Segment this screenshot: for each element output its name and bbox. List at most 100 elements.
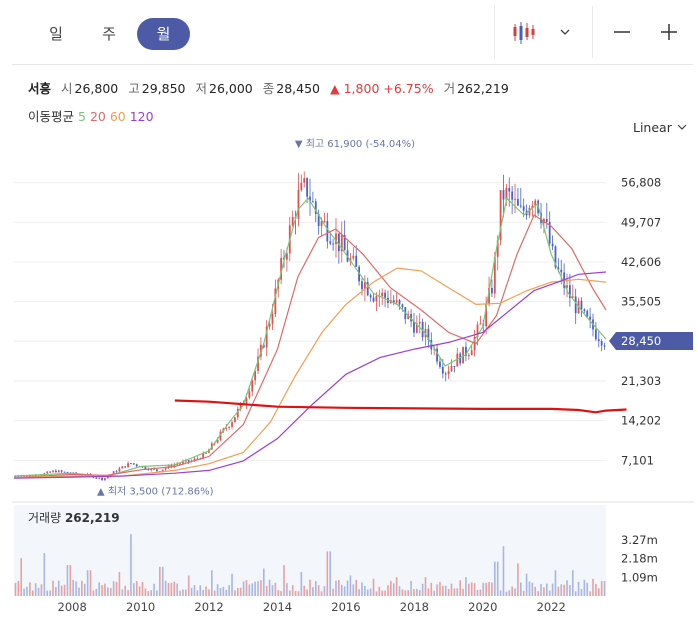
candle-body: [355, 255, 358, 267]
volume-bar: [413, 589, 415, 596]
plus-icon[interactable]: [659, 22, 679, 42]
volume-bar: [398, 586, 401, 596]
candle-body: [514, 198, 516, 200]
candle-body: [335, 233, 337, 245]
volume-bar: [242, 581, 245, 596]
y-tick-label: 49,707: [621, 215, 661, 229]
volume-bar: [543, 587, 545, 596]
candle-body: [493, 256, 496, 294]
volume-bar: [55, 586, 57, 596]
toolbar-divider: [592, 6, 593, 58]
volume-bar: [352, 584, 355, 596]
volume-bar: [225, 589, 228, 596]
volume-bar: [29, 582, 31, 596]
candle-body: [569, 285, 571, 298]
candle-body: [118, 468, 121, 472]
candle-body: [101, 477, 103, 481]
volume-bar: [234, 590, 236, 596]
candle-body: [285, 253, 288, 260]
candle-body: [594, 329, 597, 340]
tab-week[interactable]: 주: [102, 25, 116, 43]
candle-body: [228, 426, 231, 428]
low-value: 26,000: [209, 81, 253, 96]
volume-label: 거: [443, 81, 456, 96]
volume-bar: [485, 582, 487, 596]
candle-body: [106, 476, 109, 479]
volume-tick-label: 1.09m: [621, 570, 658, 584]
candle-body: [60, 470, 63, 472]
price-summary: 서흥 시 26,800 고 29,850 저 26,000 종 28,450 ▲ 1,8…: [28, 78, 515, 97]
tab-month[interactable]: 월: [137, 18, 190, 50]
candle-body: [104, 478, 106, 481]
candlestick-icon[interactable]: [512, 20, 538, 46]
volume-bar: [392, 583, 395, 596]
volume-bar: [219, 588, 222, 596]
candle-body: [470, 350, 473, 356]
volume-bar: [456, 588, 459, 596]
volume-bar: [375, 591, 378, 596]
candle-body: [332, 243, 335, 245]
volume-bar: [465, 577, 467, 596]
candle-body: [496, 240, 499, 257]
volume-bar: [364, 585, 366, 596]
volume-bar: [150, 590, 152, 596]
volume-bar: [447, 589, 450, 596]
volume-bar: [326, 551, 329, 596]
candle-body: [574, 296, 577, 314]
volume-bar: [421, 583, 424, 596]
volume-bar: [597, 588, 600, 596]
moving-average-legend: 이동평균 5 20 60 120: [28, 106, 154, 125]
volume-bar: [462, 588, 464, 596]
candle-body: [63, 471, 66, 473]
volume-bar: [548, 590, 551, 596]
volume-bar: [569, 585, 571, 596]
candle-body: [112, 471, 115, 475]
candle-body: [467, 355, 470, 357]
close-value: 28,450: [276, 81, 321, 96]
candle-body: [135, 464, 138, 467]
candle-body: [26, 475, 28, 477]
candle-body: [476, 324, 479, 337]
scale-toggle[interactable]: Linear: [633, 120, 688, 135]
candle-body: [124, 466, 127, 468]
ma-60: 60: [109, 109, 126, 124]
candle-body: [280, 257, 283, 280]
candle-body: [485, 303, 488, 327]
volume-bar: [517, 563, 519, 596]
volume-bar: [514, 588, 516, 596]
chevron-down-icon[interactable]: [558, 24, 572, 38]
volume-bar: [135, 581, 138, 596]
candle-body: [311, 201, 314, 203]
candle-body: [317, 213, 320, 227]
x-tick-label: 2018: [400, 600, 429, 614]
volume-bar: [107, 587, 109, 596]
ma-5: 5: [78, 109, 86, 124]
volume-bar: [52, 580, 54, 596]
volume-bar: [502, 546, 505, 596]
last-price-label: 28,450: [621, 334, 661, 348]
tab-day[interactable]: 일: [49, 25, 63, 43]
candle-body: [603, 345, 606, 347]
candle-body: [395, 300, 398, 303]
candle-body: [459, 353, 462, 364]
volume-bar: [112, 581, 115, 596]
x-tick-label: 2016: [331, 600, 360, 614]
volume-bar: [424, 577, 427, 596]
volume-bar: [306, 589, 308, 596]
candle-body: [551, 243, 554, 247]
volume-bar: [557, 586, 560, 596]
volume-bar: [580, 589, 583, 596]
volume-bar: [127, 589, 129, 596]
volume-bar: [46, 590, 49, 596]
volume-bar: [251, 583, 254, 596]
candle-body: [361, 281, 363, 290]
volume-bar: [525, 573, 528, 596]
minus-icon[interactable]: [612, 22, 632, 42]
volume-bar: [340, 584, 343, 596]
y-tick-label: 56,808: [621, 176, 661, 190]
high-label: 고: [128, 81, 140, 96]
candle-body: [571, 296, 574, 298]
candle-body: [375, 296, 378, 302]
volume-bar: [303, 585, 306, 596]
